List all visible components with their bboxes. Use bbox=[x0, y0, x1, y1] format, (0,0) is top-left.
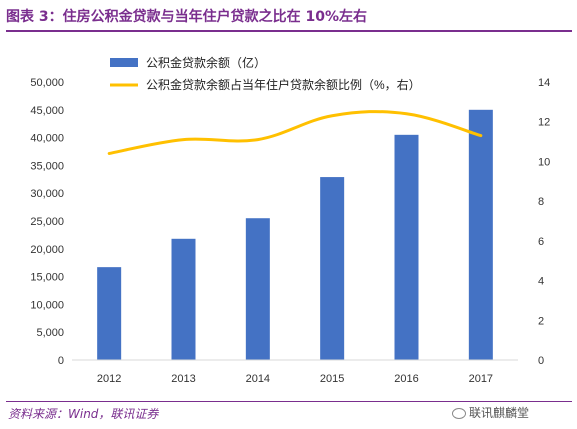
left-tick-label: 30,000 bbox=[30, 188, 64, 200]
footer-divider bbox=[6, 401, 572, 402]
x-tick-label: 2014 bbox=[246, 373, 270, 385]
x-tick-label: 2017 bbox=[469, 373, 493, 385]
left-tick-label: 35,000 bbox=[30, 160, 64, 172]
right-tick-label: 0 bbox=[538, 355, 544, 367]
x-tick-label: 2013 bbox=[171, 373, 195, 385]
ratio-line bbox=[107, 110, 483, 155]
right-axis: 0 2 4 6 8 10 12 14 bbox=[538, 77, 550, 367]
watermark: 联讯麒麟堂 bbox=[452, 404, 529, 421]
left-tick-label: 50,000 bbox=[30, 77, 64, 89]
left-axis: 0 5,000 10,000 15,000 20,000 25,000 30,000 35,0… bbox=[30, 77, 64, 367]
chart-title: 图表 3：住房公积金贷款与当年住户贷款之比在 10%左右 bbox=[6, 9, 367, 25]
right-tick-label: 14 bbox=[538, 77, 550, 89]
left-tick-label: 45,000 bbox=[30, 105, 64, 117]
right-tick-label: 8 bbox=[538, 196, 544, 208]
legend: 公积金贷款余额（亿） 公积金贷款余额占当年住户贷款余额比例（%，右） bbox=[110, 55, 421, 92]
bar-series bbox=[97, 109, 493, 360]
bar bbox=[394, 134, 419, 360]
x-axis: 2012 2013 2014 2015 2016 2017 bbox=[97, 373, 493, 385]
title-divider bbox=[6, 30, 572, 32]
left-tick-label: 10,000 bbox=[30, 299, 64, 311]
right-tick-label: 2 bbox=[538, 315, 544, 327]
bar bbox=[171, 238, 196, 360]
right-tick-label: 6 bbox=[538, 236, 544, 248]
right-tick-label: 12 bbox=[538, 117, 550, 129]
watermark-label: 联讯麒麟堂 bbox=[469, 406, 530, 420]
source-note: 资料来源：Wind，联讯证券 bbox=[8, 407, 159, 421]
left-tick-label: 20,000 bbox=[30, 244, 64, 256]
right-tick-label: 10 bbox=[538, 156, 550, 168]
left-tick-label: 15,000 bbox=[30, 272, 64, 284]
x-tick-label: 2012 bbox=[97, 373, 121, 385]
legend-bar-label: 公积金贷款余额（亿） bbox=[146, 55, 266, 70]
bar bbox=[97, 267, 122, 360]
bar bbox=[320, 177, 345, 360]
left-tick-label: 5,000 bbox=[36, 327, 64, 339]
x-tick-label: 2016 bbox=[394, 373, 418, 385]
legend-bar-swatch bbox=[110, 58, 138, 67]
left-tick-label: 0 bbox=[58, 355, 64, 367]
x-tick-label: 2015 bbox=[320, 373, 344, 385]
bar bbox=[245, 218, 270, 360]
wechat-icon bbox=[452, 408, 466, 419]
bar bbox=[468, 109, 493, 360]
left-tick-label: 40,000 bbox=[30, 133, 64, 145]
right-tick-label: 4 bbox=[538, 276, 544, 288]
left-tick-label: 25,000 bbox=[30, 216, 64, 228]
legend-line-label: 公积金贷款余额占当年住户贷款余额比例（%，右） bbox=[146, 77, 421, 92]
